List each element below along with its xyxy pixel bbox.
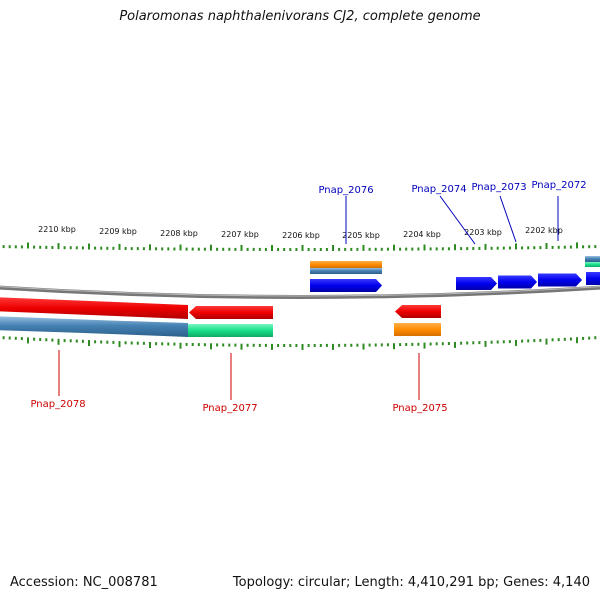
map-title: Polaromonas naphthalenivorans CJ2, compl… <box>119 9 481 24</box>
gene-label-pnap-2072[interactable]: Pnap_2072 <box>531 180 586 191</box>
leader-line-pnap-2073 <box>499 195 517 243</box>
scale-label-2204: 2204 kbp <box>403 230 441 239</box>
feature-orange-2075[interactable] <box>394 323 441 336</box>
gene-label-pnap-2074[interactable]: Pnap_2074 <box>411 184 466 195</box>
gene-arrow-pnap-2072[interactable] <box>538 273 582 287</box>
scale-label-2205: 2205 kbp <box>342 231 380 240</box>
gene-label-pnap-2077[interactable]: Pnap_2077 <box>202 403 257 414</box>
outer-tick-ring <box>2 242 597 251</box>
gene-arrow-pnap-2075[interactable] <box>395 305 441 318</box>
feature-orange-2076[interactable] <box>310 261 382 268</box>
gene-label-pnap-2076[interactable]: Pnap_2076 <box>318 185 373 196</box>
forward-features <box>310 256 600 292</box>
scale-label-2210: 2210 kbp <box>38 225 76 234</box>
inner-tick-ring <box>2 336 597 350</box>
gene-label-pnap-2075[interactable]: Pnap_2075 <box>392 403 447 414</box>
gene-arrow-pnap-2074[interactable] <box>456 277 497 290</box>
topology-text: Topology: circular; Length: 4,410,291 bp… <box>232 575 590 590</box>
gene-arrow-pnap-2077[interactable] <box>189 306 273 319</box>
accession-text: Accession: NC_008781 <box>10 575 158 590</box>
scale-label-2209: 2209 kbp <box>99 227 137 236</box>
gene-label-pnap-2073[interactable]: Pnap_2073 <box>471 182 526 193</box>
gene-arrow-pnap-2078[interactable] <box>0 297 188 319</box>
gene-arrow-pnap-2073[interactable] <box>498 275 537 289</box>
feature-green-2077[interactable] <box>188 324 273 337</box>
gene-label-pnap-2078[interactable]: Pnap_2078 <box>30 399 85 410</box>
genome-backbone <box>0 285 600 299</box>
gene-arrow-edge[interactable] <box>586 272 600 285</box>
feature-steelblue-edge[interactable] <box>585 256 600 262</box>
genome-backbone-highlight <box>0 286 600 297</box>
scale-label-2207: 2207 kbp <box>221 230 259 239</box>
gene-arrow-pnap-2076[interactable] <box>310 279 382 292</box>
scale-label-2203: 2203 kbp <box>464 228 502 237</box>
scale-label-2202: 2202 kbp <box>525 226 563 235</box>
feature-green-edge[interactable] <box>585 262 600 267</box>
reverse-features <box>0 297 441 337</box>
scale-label-2208: 2208 kbp <box>160 229 198 238</box>
feature-steelblue-2078[interactable] <box>0 316 188 337</box>
feature-steelblue-2076[interactable] <box>310 268 382 274</box>
scale-label-2206: 2206 kbp <box>282 231 320 240</box>
leader-line-pnap-2074 <box>439 195 476 245</box>
